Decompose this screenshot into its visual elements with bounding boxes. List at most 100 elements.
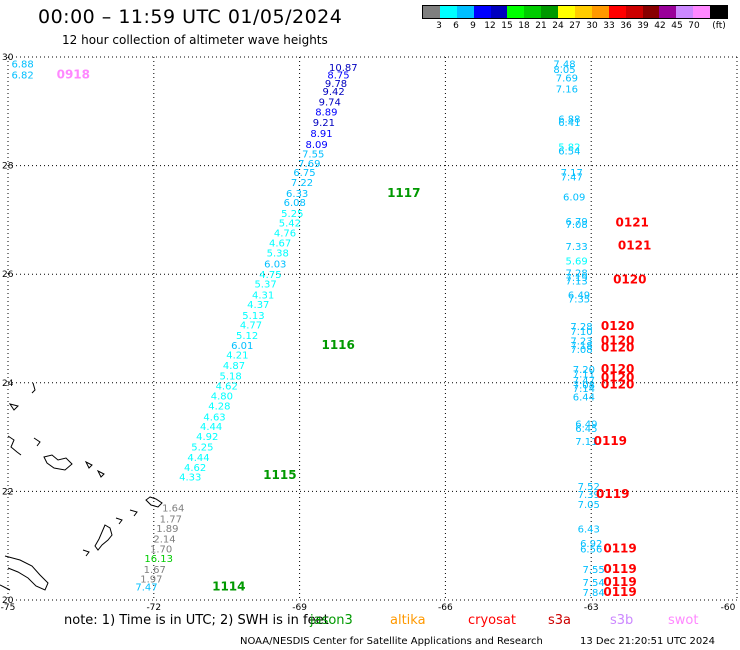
wave-height-value: 7.52 xyxy=(578,482,600,493)
wave-height-value: 7.16 xyxy=(556,84,578,95)
wave-height-value: 5.13 xyxy=(242,311,264,322)
wave-height-value: 7.08 xyxy=(570,345,592,356)
wave-height-value: 7.54 xyxy=(582,578,604,589)
wave-height-value: 7.23 xyxy=(570,336,592,347)
map-subtitle: 12 hour collection of altimeter wave hei… xyxy=(62,33,328,47)
colorbar-swatch xyxy=(625,6,643,18)
latitude-tick-label: 28 xyxy=(2,162,14,172)
wave-height-value: 5.42 xyxy=(279,219,301,230)
pass-time-label: 1115 xyxy=(263,468,296,482)
colorbar-tick-label: 6 xyxy=(453,21,459,31)
colorbar-tick-label: 18 xyxy=(518,21,530,31)
wave-height-value: 7.11 xyxy=(573,370,595,381)
colorbar-tick-label: 21 xyxy=(535,21,547,31)
wave-height-value: 7.39 xyxy=(578,490,600,501)
wave-height-value: 1.70 xyxy=(150,544,172,555)
wave-height-value: 6.88 xyxy=(558,114,580,125)
colorbar-swatch xyxy=(710,6,728,18)
wave-height-value: 4.33 xyxy=(179,473,201,484)
wave-height-value: 7.84 xyxy=(582,588,604,599)
pass-time-label: 0120 xyxy=(601,333,634,347)
wave-height-value: 7.47 xyxy=(561,172,583,183)
wave-height-colorbar xyxy=(422,5,728,19)
satellite-legend-swot: swot xyxy=(668,613,699,628)
wave-height-value: 7.20 xyxy=(573,365,595,376)
wave-height-value: 9.78 xyxy=(325,79,347,90)
colorbar-swatch xyxy=(575,6,592,18)
colorbar-tick-label: 36 xyxy=(620,21,632,31)
wave-height-value: 7.08 xyxy=(565,220,587,231)
colorbar-tick-label: 12 xyxy=(484,21,496,31)
axis-tick-labels: -75 -72 -69 -66 -63 -60 30 28 26 24 22 20 xyxy=(1,53,736,613)
colorbar-swatch xyxy=(693,6,711,18)
wave-height-value: 8.91 xyxy=(310,129,332,140)
wave-height-value: 7.69 xyxy=(298,159,320,170)
wave-height-value: 4.44 xyxy=(187,453,209,464)
wave-height-value: 7.48 xyxy=(553,60,575,71)
wave-height-value: 4.67 xyxy=(269,239,291,250)
wave-height-value: 7.55 xyxy=(582,565,604,576)
pass-time-label: 0119 xyxy=(603,575,636,589)
wave-height-value: 7.13 xyxy=(565,277,587,288)
longitude-tick-label: -69 xyxy=(292,603,307,613)
wave-height-value: 2.14 xyxy=(153,535,175,546)
wave-height-value: 6.09 xyxy=(563,193,585,204)
wave-height-value: 6.44 xyxy=(573,392,595,403)
pass-time-label: 0918 xyxy=(57,67,90,81)
wave-height-value: 6.33 xyxy=(286,189,308,200)
wave-height-value: 4.37 xyxy=(247,300,269,311)
colorbar-tick-label: 27 xyxy=(569,21,581,31)
wave-height-value: 6.82 xyxy=(11,70,33,81)
pass-time-label: 0119 xyxy=(603,541,636,555)
wave-height-value: 8.09 xyxy=(305,140,327,151)
colorbar-tick-label: 24 xyxy=(552,21,564,31)
wave-height-value: 7.17 xyxy=(561,168,583,179)
latitude-tick-label: 30 xyxy=(2,53,14,63)
colorbar-swatch xyxy=(676,6,694,18)
satellite-legend-s3a: s3a xyxy=(548,613,572,628)
latitude-tick-label: 22 xyxy=(2,487,13,497)
colorbar-swatch xyxy=(456,6,474,18)
wave-height-value: 4.21 xyxy=(226,351,248,362)
wave-height-value: 5.69 xyxy=(565,257,587,268)
pass-time-label: 0120 xyxy=(613,273,646,287)
pass-time-label: 0121 xyxy=(616,216,649,230)
pass-time-label: 0120 xyxy=(601,319,634,333)
colorbar-swatch xyxy=(439,6,457,18)
wave-height-value: 6.45 xyxy=(575,424,597,435)
pass-time-labels: 1117111611151114012101210120012001200120… xyxy=(57,67,652,598)
wave-height-value: 7.47 xyxy=(135,582,157,593)
colorbar-tick-label: 15 xyxy=(501,21,513,31)
wave-height-value: 8.89 xyxy=(315,107,337,118)
longitude-tick-label: -60 xyxy=(721,603,736,613)
colorbar-tick-label: 45 xyxy=(671,21,683,31)
colorbar-tick-label: 30 xyxy=(586,21,598,31)
wave-height-value: 7.14 xyxy=(573,384,595,395)
longitude-tick-label: -63 xyxy=(584,603,599,613)
wave-height-value: 6.56 xyxy=(580,544,602,555)
satellite-legend-cryosat: cryosat xyxy=(468,613,516,628)
wave-height-value: 1.97 xyxy=(140,574,162,585)
wave-height-value: 16.13 xyxy=(144,554,173,565)
wave-height-value: 6.43 xyxy=(578,524,600,535)
colorbar-tick-label: 3 xyxy=(436,21,442,31)
wave-height-value: 4.31 xyxy=(252,290,274,301)
wave-height-value: 6.49 xyxy=(575,420,597,431)
credit-line: NOAA/NESDIS Center for Satellite Applica… xyxy=(240,636,543,647)
wave-height-value: 4.28 xyxy=(208,402,230,413)
pass-time-label: 0120 xyxy=(601,341,634,355)
colorbar-swatch xyxy=(541,6,559,18)
wave-height-value: 6.49 xyxy=(568,290,590,301)
colorbar-swatch xyxy=(524,6,542,18)
latitude-tick-label: 24 xyxy=(2,379,14,389)
wave-height-value: 6.03 xyxy=(264,259,286,270)
wave-height-value: 6.88 xyxy=(11,60,33,71)
pass-time-label: 1116 xyxy=(321,338,354,352)
wave-height-value: 6.01 xyxy=(231,341,253,352)
colorbar-swatch xyxy=(507,6,525,18)
wave-height-value: 1.77 xyxy=(160,515,182,526)
wave-height-value: 4.63 xyxy=(203,412,225,423)
wave-height-value: 4.87 xyxy=(223,361,245,372)
wave-height-value: 6.75 xyxy=(293,168,315,179)
wave-height-value: 7.35 xyxy=(568,295,590,306)
